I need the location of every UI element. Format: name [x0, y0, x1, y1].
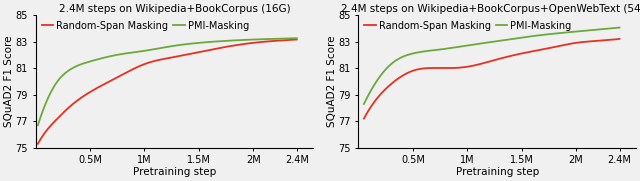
PMI-Masking: [511, 37, 519, 39]
PMI-Masking: [193, 42, 200, 44]
Random-Span Masking: [511, 54, 519, 56]
Line: Random-Span Masking: Random-Span Masking: [364, 39, 620, 119]
Y-axis label: SQuAD2 F1 Score: SQuAD2 F1 Score: [327, 36, 337, 127]
PMI-Masking: [592, 29, 600, 31]
Random-Span Masking: [512, 54, 520, 56]
PMI-Masking: [616, 26, 623, 29]
PMI-Masking: [252, 38, 260, 41]
PMI-Masking: [34, 124, 42, 126]
Line: Random-Span Masking: Random-Span Masking: [38, 39, 297, 144]
PMI-Masking: [360, 103, 368, 105]
PMI-Masking: [512, 37, 520, 39]
Random-Span Masking: [188, 52, 196, 55]
PMI-Masking: [293, 37, 301, 39]
Random-Span Masking: [193, 52, 200, 54]
Random-Span Masking: [252, 41, 260, 44]
Random-Span Masking: [269, 40, 276, 42]
Random-Span Masking: [616, 38, 623, 40]
X-axis label: Pretraining step: Pretraining step: [456, 167, 539, 177]
Random-Span Masking: [293, 38, 301, 41]
Legend: Random-Span Masking, PMI-Masking: Random-Span Masking, PMI-Masking: [364, 20, 573, 32]
Random-Span Masking: [516, 53, 524, 55]
PMI-Masking: [188, 42, 196, 45]
Random-Span Masking: [360, 117, 368, 120]
Random-Span Masking: [188, 53, 195, 55]
Title: 2.4M steps on Wikipedia+BookCorpus (16G): 2.4M steps on Wikipedia+BookCorpus (16G): [59, 4, 290, 14]
Random-Span Masking: [361, 116, 369, 118]
PMI-Masking: [361, 101, 369, 103]
Random-Span Masking: [34, 143, 42, 145]
PMI-Masking: [269, 38, 276, 40]
PMI-Masking: [575, 30, 583, 32]
Random-Span Masking: [575, 41, 583, 43]
PMI-Masking: [188, 43, 195, 45]
Random-Span Masking: [35, 141, 43, 143]
Y-axis label: SQuAD2 F1 Score: SQuAD2 F1 Score: [4, 36, 14, 127]
Legend: Random-Span Masking, PMI-Masking: Random-Span Masking, PMI-Masking: [40, 20, 250, 32]
X-axis label: Pretraining step: Pretraining step: [132, 167, 216, 177]
Line: PMI-Masking: PMI-Masking: [38, 38, 297, 125]
PMI-Masking: [35, 121, 43, 124]
Random-Span Masking: [592, 40, 600, 42]
Title: 2.4M steps on Wikipedia+BookCorpus+OpenWebText (54G): 2.4M steps on Wikipedia+BookCorpus+OpenW…: [341, 4, 640, 14]
Line: PMI-Masking: PMI-Masking: [364, 28, 620, 104]
PMI-Masking: [516, 37, 524, 39]
